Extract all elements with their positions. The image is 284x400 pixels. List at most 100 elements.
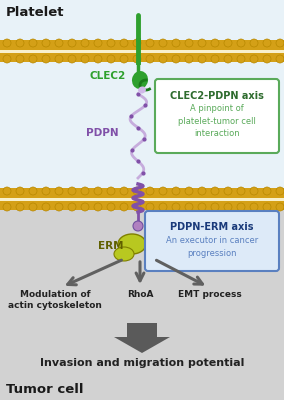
Circle shape <box>68 187 76 195</box>
Circle shape <box>172 187 180 195</box>
Text: Platelet: Platelet <box>6 6 64 19</box>
Circle shape <box>3 55 11 63</box>
Circle shape <box>81 55 89 63</box>
Circle shape <box>107 55 115 63</box>
Circle shape <box>185 203 193 211</box>
Ellipse shape <box>114 247 134 261</box>
Text: Modulation of
actin cytoskeleton: Modulation of actin cytoskeleton <box>8 290 102 310</box>
Circle shape <box>120 39 128 47</box>
Circle shape <box>263 203 271 211</box>
Circle shape <box>211 55 219 63</box>
Circle shape <box>159 203 167 211</box>
FancyArrow shape <box>114 323 170 353</box>
Circle shape <box>107 203 115 211</box>
Circle shape <box>146 203 154 211</box>
Circle shape <box>55 39 63 47</box>
Circle shape <box>198 55 206 63</box>
Circle shape <box>29 203 37 211</box>
Circle shape <box>263 187 271 195</box>
Circle shape <box>94 39 102 47</box>
Text: CLEC2-PDPN axis: CLEC2-PDPN axis <box>170 91 264 101</box>
Circle shape <box>55 187 63 195</box>
Circle shape <box>237 55 245 63</box>
Ellipse shape <box>118 234 146 254</box>
Circle shape <box>120 187 128 195</box>
Bar <box>0 51 284 62</box>
Circle shape <box>16 55 24 63</box>
Circle shape <box>159 55 167 63</box>
Text: CLEC2: CLEC2 <box>90 71 126 81</box>
Circle shape <box>16 187 24 195</box>
Circle shape <box>159 187 167 195</box>
Circle shape <box>55 55 63 63</box>
Circle shape <box>185 39 193 47</box>
Circle shape <box>29 187 37 195</box>
Circle shape <box>237 187 245 195</box>
Circle shape <box>185 55 193 63</box>
Circle shape <box>276 203 284 211</box>
Circle shape <box>81 187 89 195</box>
Circle shape <box>224 187 232 195</box>
Circle shape <box>133 55 141 63</box>
Circle shape <box>120 55 128 63</box>
Circle shape <box>3 203 11 211</box>
Circle shape <box>3 39 11 47</box>
Circle shape <box>172 55 180 63</box>
Circle shape <box>250 39 258 47</box>
Bar <box>0 199 284 210</box>
Circle shape <box>42 55 50 63</box>
Circle shape <box>133 39 141 47</box>
Circle shape <box>146 39 154 47</box>
Bar <box>0 50 284 52</box>
Text: RhoA: RhoA <box>127 290 153 299</box>
Circle shape <box>224 55 232 63</box>
Circle shape <box>224 39 232 47</box>
Circle shape <box>276 187 284 195</box>
FancyBboxPatch shape <box>155 79 279 153</box>
Circle shape <box>68 203 76 211</box>
Bar <box>0 198 284 200</box>
Circle shape <box>42 187 50 195</box>
Circle shape <box>159 39 167 47</box>
Circle shape <box>185 187 193 195</box>
Circle shape <box>211 203 219 211</box>
Circle shape <box>211 39 219 47</box>
Ellipse shape <box>133 221 143 231</box>
Bar <box>0 40 284 51</box>
Circle shape <box>146 187 154 195</box>
Bar <box>0 210 284 400</box>
Bar <box>0 188 284 199</box>
Circle shape <box>250 203 258 211</box>
Ellipse shape <box>138 86 146 94</box>
Circle shape <box>224 203 232 211</box>
Circle shape <box>263 39 271 47</box>
Circle shape <box>107 39 115 47</box>
Circle shape <box>276 55 284 63</box>
Circle shape <box>133 203 141 211</box>
Circle shape <box>42 203 50 211</box>
Text: EMT process: EMT process <box>178 290 242 299</box>
Circle shape <box>29 39 37 47</box>
Circle shape <box>94 203 102 211</box>
Circle shape <box>68 55 76 63</box>
Circle shape <box>42 39 50 47</box>
Circle shape <box>276 39 284 47</box>
Circle shape <box>146 55 154 63</box>
Circle shape <box>94 55 102 63</box>
Circle shape <box>172 203 180 211</box>
Circle shape <box>81 203 89 211</box>
Circle shape <box>55 203 63 211</box>
Circle shape <box>107 187 115 195</box>
Circle shape <box>250 187 258 195</box>
Circle shape <box>3 187 11 195</box>
Text: PDPN: PDPN <box>86 128 119 138</box>
Circle shape <box>29 55 37 63</box>
FancyBboxPatch shape <box>145 211 279 271</box>
Text: A pinpoint of
platelet-tumor cell
interaction: A pinpoint of platelet-tumor cell intera… <box>178 104 256 138</box>
Circle shape <box>211 187 219 195</box>
Circle shape <box>120 203 128 211</box>
Circle shape <box>237 203 245 211</box>
Circle shape <box>16 39 24 47</box>
Text: Tumor cell: Tumor cell <box>6 383 83 396</box>
Circle shape <box>263 55 271 63</box>
